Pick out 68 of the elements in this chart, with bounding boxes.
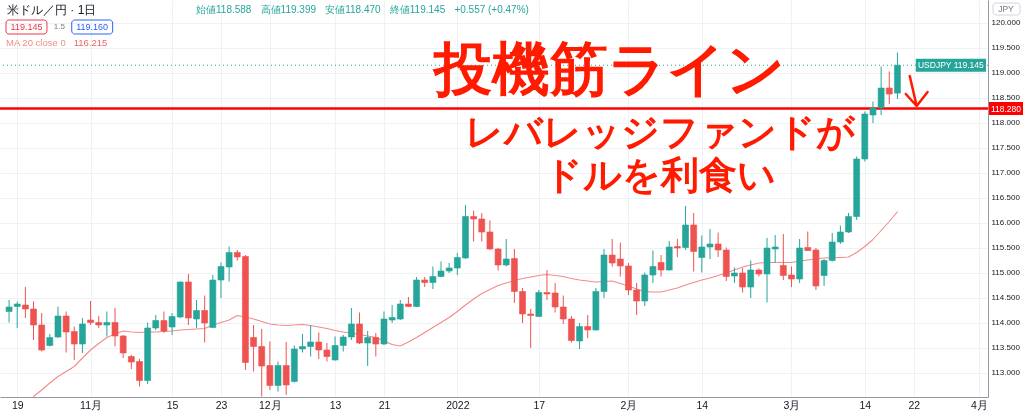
annotation: 高値119.399 xyxy=(260,4,317,15)
y-tick-label: 113.500 xyxy=(991,343,1021,352)
line-series xyxy=(32,211,898,398)
annotation: 投機筋ライン xyxy=(431,36,785,101)
ref-line-label: 118.280 xyxy=(990,103,1022,114)
candlestick xyxy=(103,311,111,337)
text: JPY xyxy=(998,4,1015,14)
x-tick-label: 21 xyxy=(378,398,391,411)
x-tick-label: 2月 xyxy=(620,398,638,411)
annotation: 安値118.470 xyxy=(325,4,382,15)
annotation: 米ドル／円 · 1日 xyxy=(7,3,97,17)
candlestick xyxy=(193,299,200,329)
y-tick-label: 116.000 xyxy=(991,218,1021,227)
candlestick xyxy=(356,312,363,345)
y-tick-label: 114.500 xyxy=(991,293,1021,302)
annotation: +0.557 (+0.47%) xyxy=(454,4,529,15)
y-tick-label: 119.000 xyxy=(991,68,1021,77)
annotation: 119.145 xyxy=(10,22,43,32)
y-tick-label: 118.500 xyxy=(991,93,1021,102)
candlestick xyxy=(201,295,208,343)
x-tick-label: 22 xyxy=(908,398,921,411)
candlestick xyxy=(584,314,592,339)
x-tick-label: 3月 xyxy=(783,398,801,411)
candlestick xyxy=(739,267,746,293)
candlestick xyxy=(274,361,282,392)
candlestick xyxy=(665,240,673,271)
y-tick-label: 116.500 xyxy=(991,193,1021,202)
y-tick-label: 117.500 xyxy=(991,143,1021,152)
y-tick-label: 113.000 xyxy=(991,368,1021,377)
candlestick xyxy=(885,71,893,105)
x-tick-label: 4月 xyxy=(971,398,988,411)
candlestick xyxy=(79,317,86,354)
annotation: ドルを利食い xyxy=(544,154,776,196)
y-tick-label: 119.500 xyxy=(991,43,1021,52)
candlestick xyxy=(160,311,168,334)
ref-line-label: USDJPY 119.145 xyxy=(917,60,985,71)
x-tick-label: 23 xyxy=(215,398,228,411)
x-tick-label: 15 xyxy=(166,398,179,411)
candlestick xyxy=(502,238,510,267)
y-tick-label: 115.000 xyxy=(991,268,1021,277)
candlestick xyxy=(282,341,290,396)
x-tick-label: 2022 xyxy=(446,398,470,411)
x-tick-label: 17 xyxy=(533,398,546,411)
candlestick xyxy=(747,260,755,299)
annotation: 1.5 xyxy=(53,22,66,31)
y-tick-label: 120.000 xyxy=(991,18,1021,27)
candlestick xyxy=(535,289,543,318)
x-tick-label: 14 xyxy=(696,398,709,411)
candlestick xyxy=(372,332,380,357)
x-tick-label: 12月 xyxy=(259,398,282,411)
x-tick-label: 11月 xyxy=(80,398,103,411)
y-tick-label: 114.000 xyxy=(991,318,1021,327)
candlestick xyxy=(364,330,371,367)
candlestick xyxy=(682,205,689,251)
annotation: レバレッジファンドが xyxy=(465,111,856,153)
y-tick-label: 117.000 xyxy=(991,168,1021,177)
candlestick xyxy=(657,254,665,277)
x-tick-label: 13 xyxy=(329,398,342,411)
annotation: 終値119.145 xyxy=(388,4,446,15)
x-tick-label: 14 xyxy=(859,398,872,411)
text: MA 20 close 0 xyxy=(6,37,66,48)
candlestick xyxy=(576,322,583,350)
annotation: 116.215 xyxy=(73,37,108,48)
x-tick-label: 19 xyxy=(11,398,24,411)
y-tick-label: 115.500 xyxy=(991,243,1021,252)
annotation: 119.160 xyxy=(76,22,109,32)
y-tick-label: 118.000 xyxy=(991,118,1021,127)
annotation: 始値118.588 xyxy=(196,4,252,15)
